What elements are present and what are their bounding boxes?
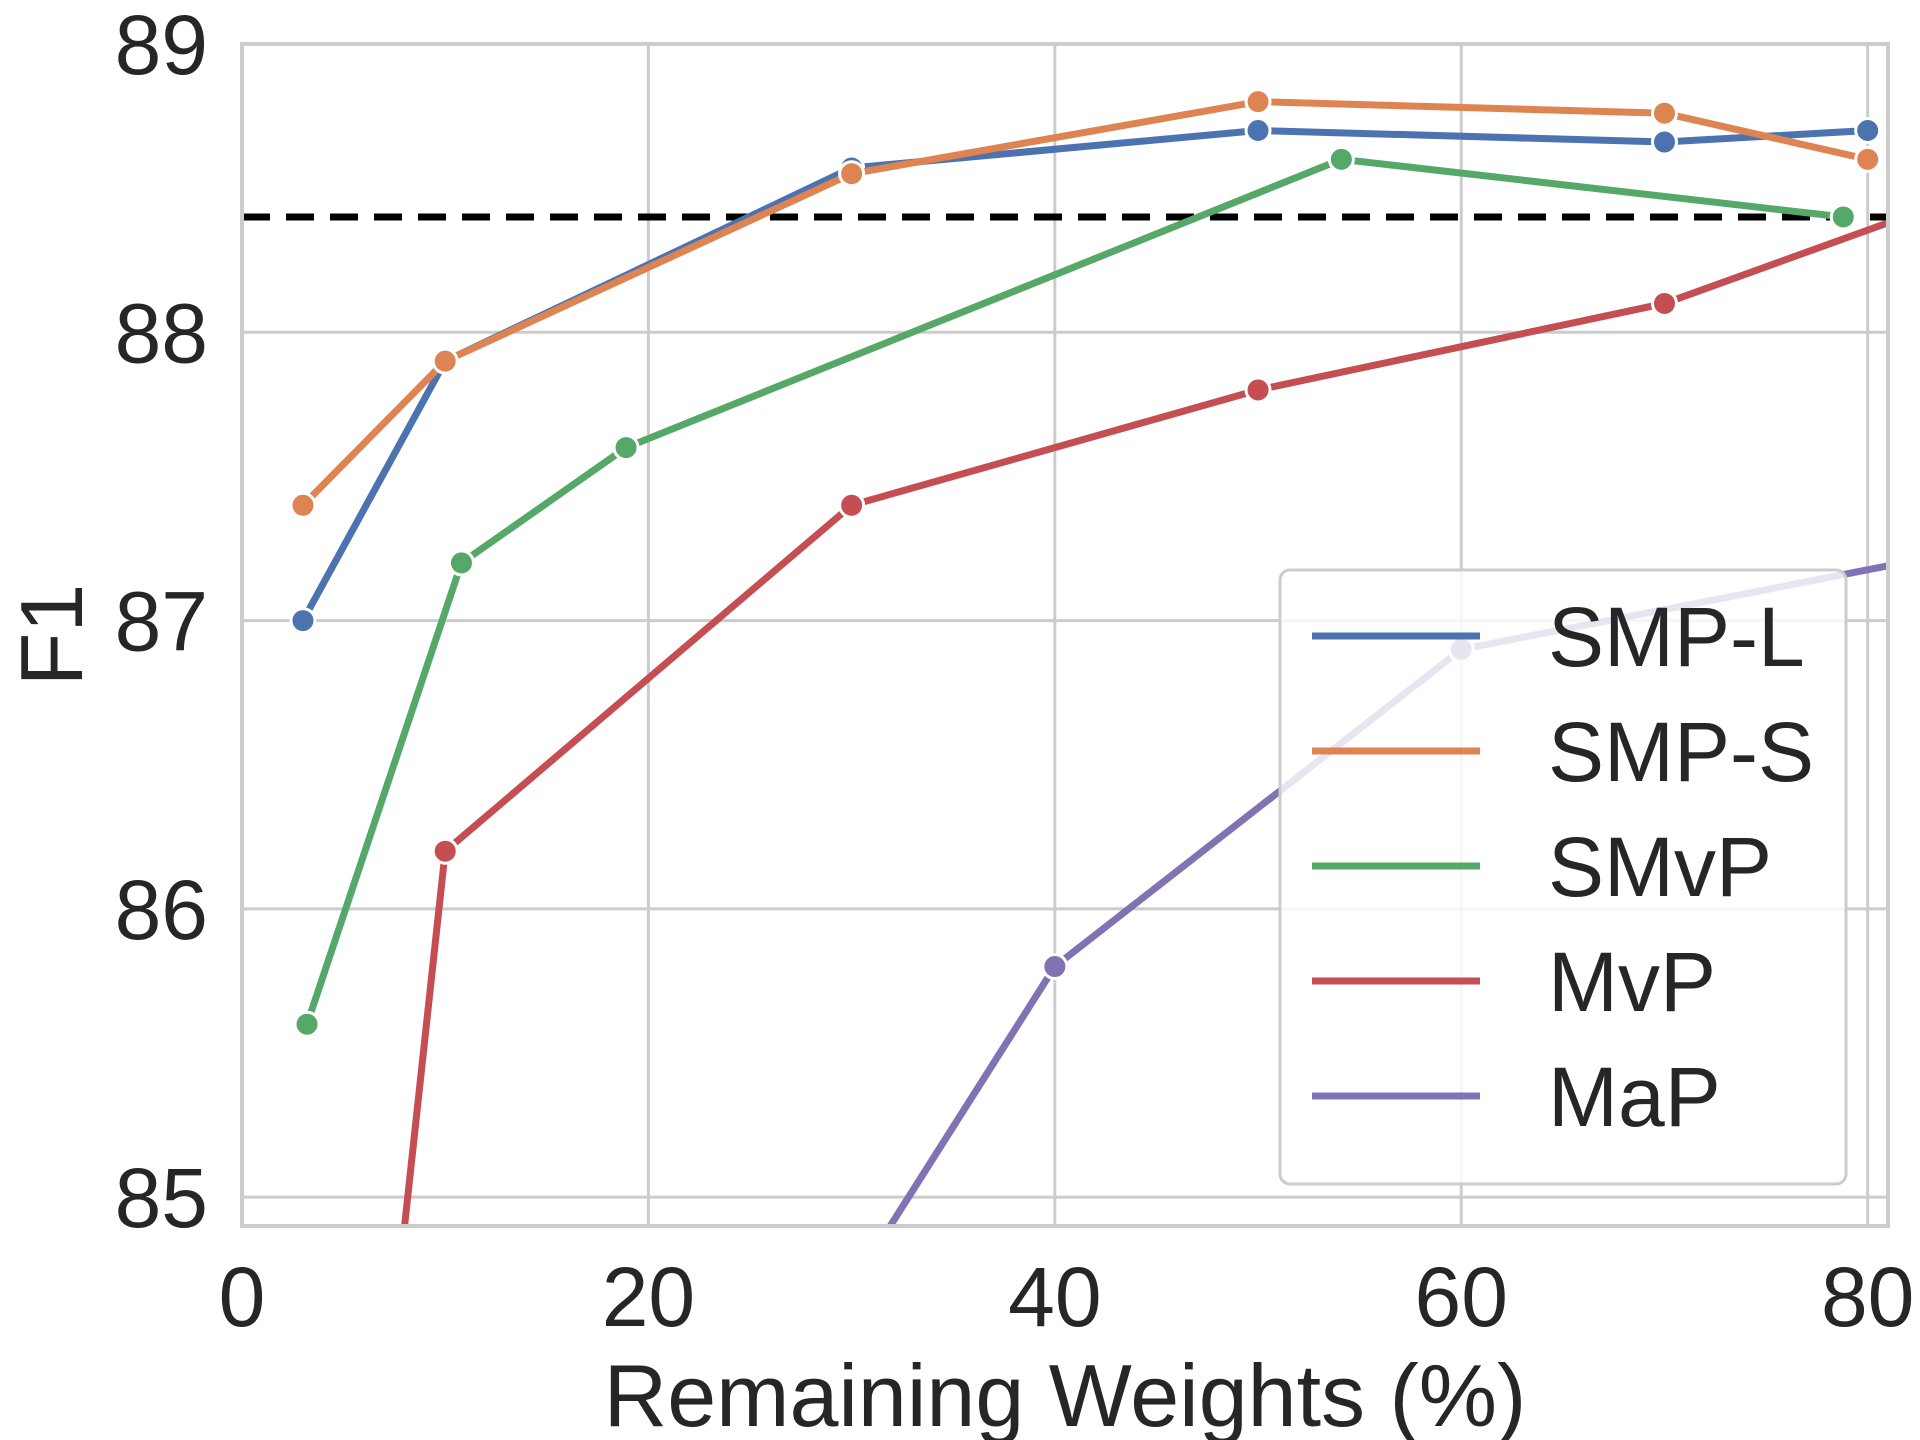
y-axis-label: F1 (2, 584, 101, 687)
point-smp-l-0 (289, 607, 317, 635)
legend-label-smp-l: SMP-L (1548, 590, 1805, 684)
point-smp-s-5 (1854, 145, 1882, 173)
point-smp-l-3 (1244, 116, 1272, 144)
y-tick-label-86: 86 (115, 863, 208, 957)
point-smp-s-1 (431, 347, 459, 375)
x-tick-label-0: 0 (219, 1250, 266, 1344)
tick-labels: 0 20 40 60 80 85 86 87 88 89 (115, 0, 1915, 1344)
point-mvp-2 (838, 491, 866, 519)
y-tick-label-89: 89 (115, 0, 208, 92)
series-layer (289, 88, 1888, 1226)
y-tick-label-88: 88 (115, 286, 208, 380)
x-tick-label-80: 80 (1821, 1250, 1914, 1344)
point-mvp-3 (1244, 376, 1272, 404)
series-smp-s (289, 88, 1882, 519)
series-smp-l (289, 116, 1882, 635)
legend: SMP-L SMP-S SMvP MvP MaP (1278, 568, 1848, 1186)
x-tick-label-60: 60 (1415, 1250, 1508, 1344)
point-smp-l-4 (1650, 128, 1678, 156)
legend-label-map: MaP (1548, 1050, 1721, 1144)
point-mvp-4 (1650, 289, 1678, 317)
point-smp-s-4 (1650, 99, 1678, 127)
y-tick-label-87: 87 (115, 575, 208, 669)
legend-label-smp-s: SMP-S (1548, 705, 1814, 799)
series-line-smp-l (299, 126, 1872, 625)
x-tick-label-40: 40 (1008, 1250, 1101, 1344)
point-mvp-1 (431, 837, 459, 865)
series-line-smp-s (299, 98, 1872, 509)
series-smvp (293, 145, 1857, 1038)
y-tick-label-85: 85 (115, 1151, 208, 1245)
legend-label-mvp: MvP (1548, 935, 1716, 1029)
point-smvp-0 (293, 1010, 321, 1038)
plot-frame (240, 42, 1890, 1228)
point-smvp-3 (1327, 145, 1355, 173)
legend-label-smvp: SMvP (1548, 820, 1772, 914)
point-smp-s-2 (838, 160, 866, 188)
point-smp-s-3 (1244, 88, 1272, 116)
point-smp-s-0 (289, 491, 317, 519)
x-tick-label-20: 20 (602, 1250, 695, 1344)
point-map-1 (1041, 953, 1069, 981)
legend-box (1278, 568, 1848, 1186)
series-line-mvp (401, 219, 1888, 1226)
series-mvp (401, 219, 1888, 1226)
point-smvp-1 (447, 549, 475, 577)
point-smvp-4 (1829, 203, 1857, 231)
point-smp-l-5 (1854, 116, 1882, 144)
x-axis-label: Remaining Weights (%) (604, 1346, 1527, 1440)
point-smvp-2 (612, 434, 640, 462)
